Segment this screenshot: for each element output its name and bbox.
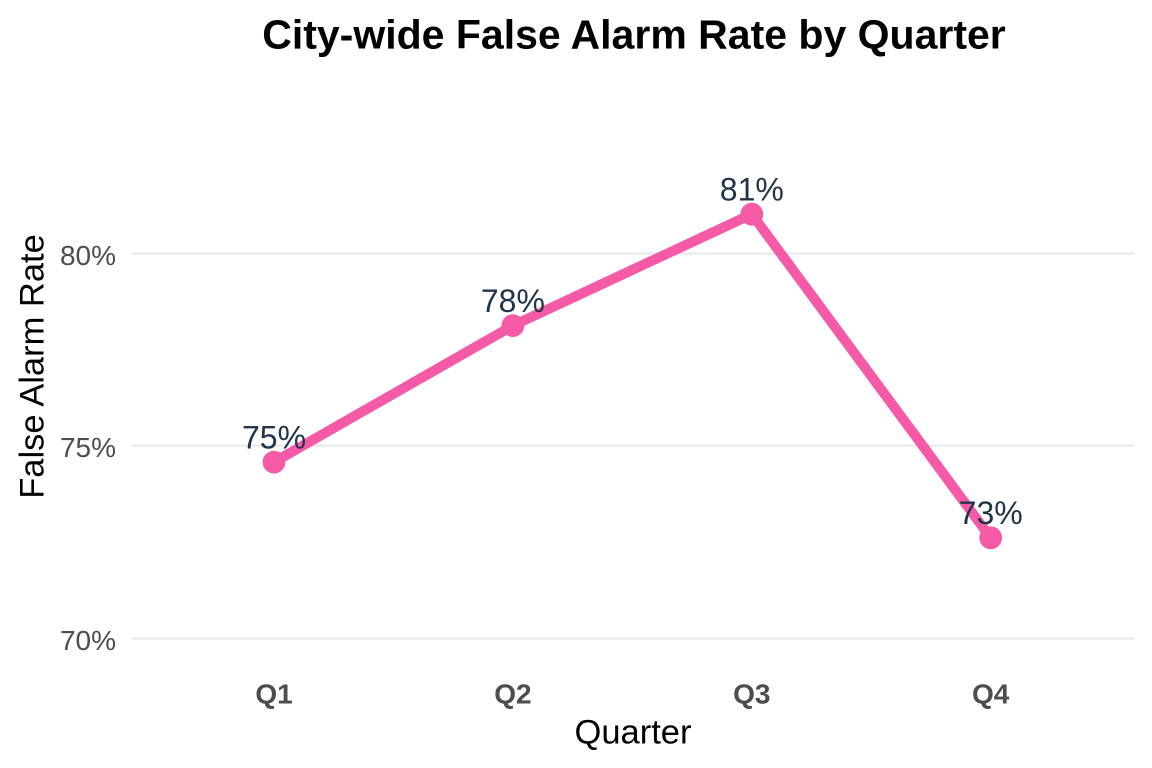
svg-text:75%: 75% bbox=[60, 432, 116, 463]
svg-text:78%: 78% bbox=[481, 283, 545, 319]
svg-text:73%: 73% bbox=[959, 495, 1023, 531]
svg-text:81%: 81% bbox=[720, 172, 784, 208]
svg-text:75%: 75% bbox=[242, 420, 306, 456]
svg-text:False Alarm Rate: False Alarm Rate bbox=[14, 234, 52, 499]
svg-text:Q3: Q3 bbox=[733, 678, 770, 709]
svg-text:Q4: Q4 bbox=[972, 678, 1010, 709]
svg-text:Q2: Q2 bbox=[494, 678, 531, 709]
svg-text:Q1: Q1 bbox=[255, 678, 292, 709]
svg-text:Quarter: Quarter bbox=[575, 713, 692, 751]
svg-text:City-wide False Alarm Rate by: City-wide False Alarm Rate by Quarter bbox=[262, 12, 1006, 58]
svg-text:70%: 70% bbox=[60, 625, 116, 656]
svg-text:80%: 80% bbox=[60, 240, 116, 271]
